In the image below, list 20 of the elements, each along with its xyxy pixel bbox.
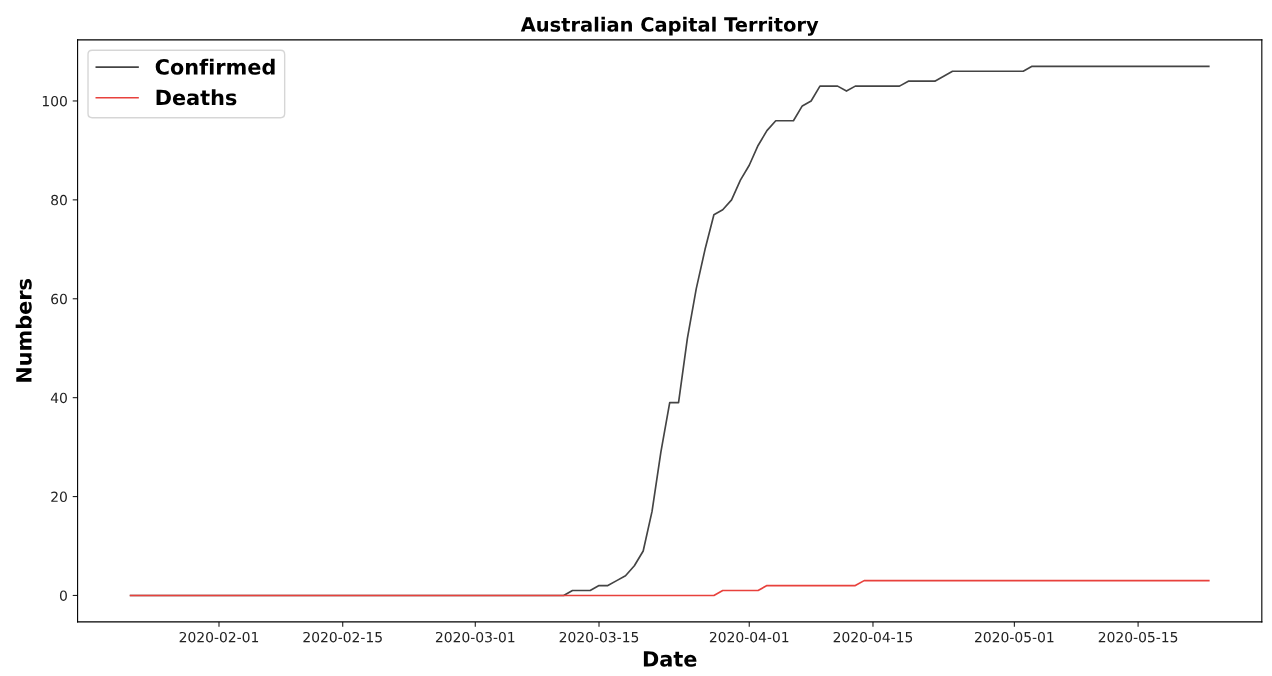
legend-label: Confirmed	[155, 58, 275, 75]
y-tick-label: 60	[51, 293, 67, 305]
y-tick-label: 0	[59, 590, 67, 601]
y-tick-label: 80	[51, 194, 67, 206]
x-tick-label: 2020-04-15	[833, 631, 913, 643]
x-tick-label: 2020-05-01	[975, 631, 1054, 643]
y-tick-label: 40	[50, 392, 67, 404]
x-tick-label: 2020-03-01	[435, 631, 515, 643]
x-tick-label: 2020-02-15	[303, 631, 382, 643]
y-axis-title: Numbers	[15, 279, 32, 382]
x-tick-label: 2020-03-15	[559, 631, 639, 643]
chart-title: Australian Capital Territory	[520, 16, 819, 36]
x-tick-label: 2020-04-01	[709, 631, 789, 643]
x-axis-title: Date	[643, 651, 697, 667]
y-tick-label: 100	[42, 95, 67, 107]
x-tick-label: 2020-02-01	[179, 631, 259, 643]
legend-label: Deaths	[156, 89, 237, 106]
x-tick-label: 2020-05-15	[1098, 631, 1178, 643]
y-tick-label: 20	[51, 491, 67, 503]
line-series	[129, 579, 1210, 597]
